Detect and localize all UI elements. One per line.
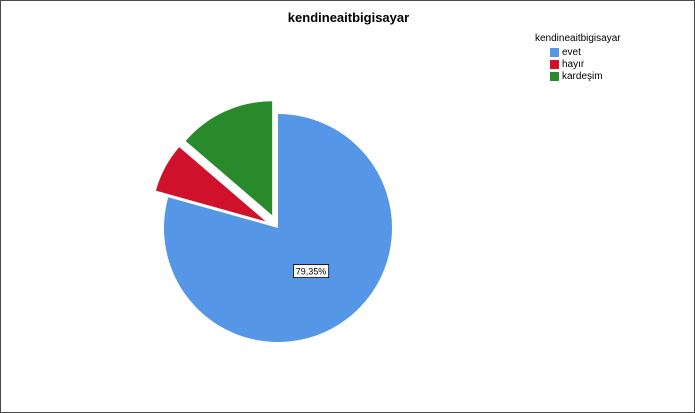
chart-title: kendineaitbigisayar (287, 10, 410, 25)
legend: kendineaitbigisayar evet hayır kardeşim (535, 33, 621, 82)
legend-item-kardesim: kardeşim (550, 70, 621, 82)
legend-label: evet (562, 46, 581, 58)
pie-slice-3 (185, 101, 273, 216)
legend-item-hayir: hayır (550, 58, 621, 70)
legend-label: hayır (562, 58, 585, 70)
legend-swatch (550, 59, 559, 69)
legend-item-evet: evet (550, 46, 621, 58)
legend-label: kardeşim (562, 70, 603, 82)
legend-title: kendineaitbigisayar (535, 33, 621, 44)
pie-slice-2 (155, 147, 266, 222)
legend-swatch (550, 71, 559, 81)
data-label-box (293, 264, 330, 279)
legend-swatch (550, 47, 559, 57)
data-label-text: 79,35% (296, 267, 327, 277)
pie-slice-1 (164, 114, 392, 342)
data-label: 79,35% (293, 264, 330, 279)
